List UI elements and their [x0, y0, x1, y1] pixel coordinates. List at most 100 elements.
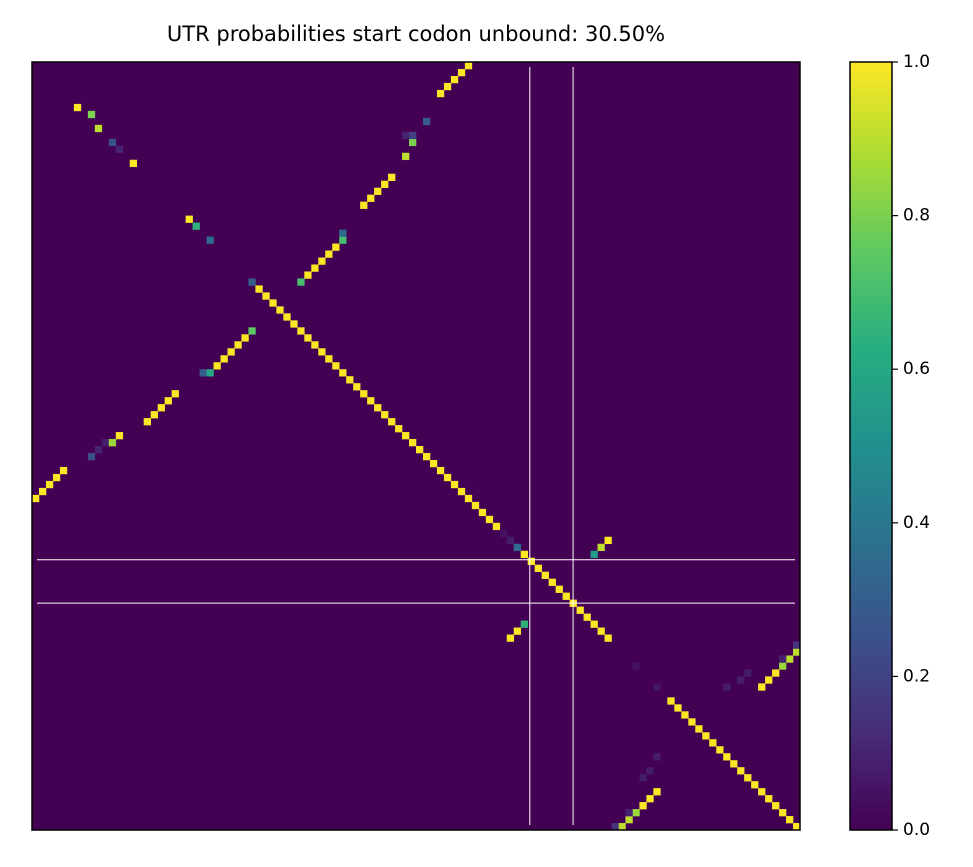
heatmap-cell [513, 543, 522, 552]
heatmap-cell [793, 823, 801, 831]
heatmap-cell [450, 75, 459, 84]
heatmap-cell [304, 334, 312, 342]
heatmap-cell [534, 564, 542, 572]
colorbar-tick-label: 0.4 [903, 513, 930, 533]
heatmap-cell [765, 795, 773, 803]
heatmap-cell [227, 348, 235, 356]
heatmap-cell [513, 627, 522, 635]
heatmap-cell [436, 89, 445, 98]
heatmap-cell [409, 138, 417, 147]
heatmap-cell [478, 508, 487, 517]
heatmap-cell [604, 536, 612, 545]
heatmap-cell [255, 285, 263, 293]
heatmap-cell [129, 159, 138, 168]
heatmap-cell [367, 397, 375, 405]
heatmap-cell [779, 662, 787, 670]
heatmap-cell [422, 452, 431, 461]
heatmap-cell [548, 578, 556, 586]
heatmap-cell [492, 522, 501, 531]
heatmap-cell [374, 404, 382, 412]
heatmap-cell [562, 592, 570, 600]
heatmap-cell [527, 557, 535, 565]
heatmap-cell [353, 383, 361, 391]
heatmap-cell [185, 215, 193, 223]
heatmap-cell [339, 236, 347, 244]
heatmap-cell [667, 697, 675, 705]
heatmap-cell [332, 243, 340, 251]
heatmap-cell [388, 173, 396, 181]
heatmap-cell [402, 131, 410, 140]
heatmap-cell [339, 369, 347, 377]
heatmap-cell [248, 278, 256, 286]
heatmap-cell [87, 452, 96, 461]
heatmap-cell [443, 82, 452, 91]
heatmap-cell [101, 439, 110, 447]
heatmap-cell [276, 306, 284, 314]
heatmap-cell [422, 117, 431, 126]
heatmap-cell [318, 348, 326, 356]
heatmap-cell [646, 795, 654, 803]
heatmap-cell [716, 746, 724, 754]
heatmap-cell [653, 683, 661, 691]
heatmap-cell [639, 802, 647, 810]
heatmap-cell [436, 466, 445, 475]
heatmap-cell [597, 543, 605, 552]
heatmap-cell [464, 494, 473, 503]
heatmap-cell [611, 823, 619, 831]
heatmap-cell [108, 439, 117, 447]
heatmap-cell [94, 446, 103, 454]
chart-title: UTR probabilities start codon unbound: 3… [167, 22, 665, 46]
heatmap-cell [646, 767, 654, 775]
heatmap-cell [639, 774, 647, 782]
colorbar-tick-label: 0.2 [903, 666, 930, 686]
heatmap-cell [32, 494, 40, 503]
heatmap-cell [506, 536, 515, 545]
heatmap-cell [325, 250, 333, 258]
heatmap-cell [402, 432, 410, 440]
heatmap-cell [115, 145, 124, 154]
heatmap-cell [583, 613, 591, 621]
heatmap-cell [213, 362, 221, 370]
heatmap-cell [325, 355, 333, 363]
heatmap-cell [73, 103, 82, 112]
heatmap-cell [744, 669, 752, 677]
heatmap-cell [290, 320, 298, 328]
heatmap-cell [625, 816, 633, 824]
heatmap-cell [744, 774, 752, 782]
heatmap-cell [779, 655, 787, 663]
heatmap-cell [262, 292, 270, 300]
heatmap-cell [59, 466, 68, 475]
heatmap-cell [402, 152, 410, 161]
heatmap-cell [360, 201, 368, 209]
heatmap-cell [416, 446, 424, 454]
heatmap-cell [409, 439, 417, 447]
heatmap-cell [199, 369, 207, 377]
colorbar [849, 61, 893, 831]
heatmap-cell [695, 725, 703, 733]
heatmap-cell [772, 802, 780, 810]
heatmap-cell [374, 187, 382, 195]
heatmap-cell [632, 662, 640, 670]
heatmap-cell [297, 327, 305, 335]
heatmap-cell [723, 683, 731, 691]
heatmap-cell [311, 264, 319, 272]
heatmap-cell [485, 515, 494, 524]
heatmap-cell [597, 627, 605, 635]
heatmap-cell [457, 68, 466, 77]
heatmap-cell [332, 362, 340, 370]
heatmap-cell [52, 473, 61, 482]
heatmap-cell [786, 816, 794, 824]
heatmap-cell [765, 676, 773, 684]
heatmap-cell [234, 341, 242, 349]
heatmap-cell [520, 620, 529, 628]
heatmap-cell [632, 809, 640, 817]
plot-frame [31, 61, 801, 831]
heatmap-cell [702, 732, 710, 740]
heatmap-cell [367, 194, 375, 202]
heatmap-cell [381, 180, 389, 188]
heatmap-cell [429, 459, 438, 468]
heatmap-cell [318, 257, 326, 265]
heatmap-cell [653, 788, 661, 796]
heatmap-cell [520, 550, 529, 559]
